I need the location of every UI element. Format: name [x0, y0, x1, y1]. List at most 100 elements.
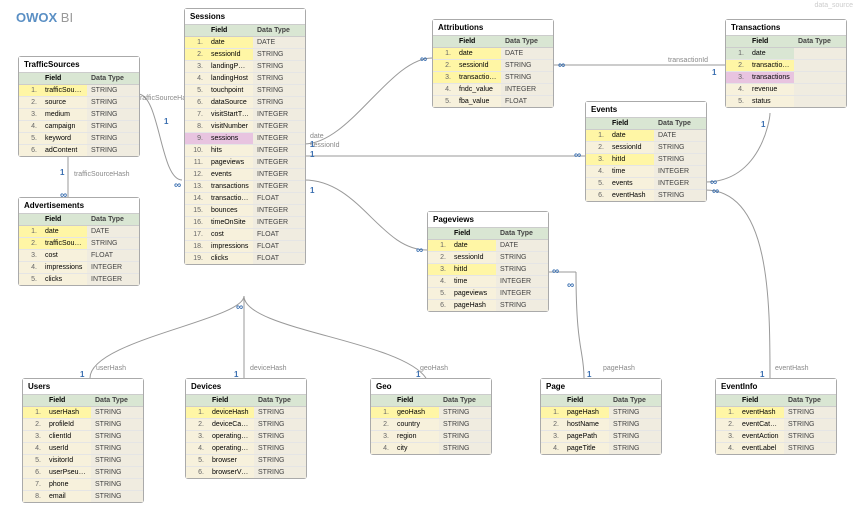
svg-text:userHash: userHash — [96, 365, 126, 372]
table-row: 5.clicksINTEGER — [19, 274, 139, 285]
cardinality-many: ∞ — [416, 245, 423, 256]
table-header: FieldData Type — [185, 25, 305, 37]
table-row: 5.keywordSTRING — [19, 133, 139, 145]
table-row: 2.hostNameSTRING — [541, 419, 661, 431]
table-row: 4.timeINTEGER — [586, 166, 706, 178]
table-row: 5.pageviewsINTEGER — [428, 288, 548, 300]
table-row: 6.dataSourceSTRING — [185, 97, 305, 109]
table-row: 2.countrySTRING — [371, 419, 491, 431]
cardinality-many: ∞ — [236, 302, 243, 313]
entity-page: PageFieldData Type1.pageHashSTRING2.host… — [540, 378, 662, 455]
cardinality-many: ∞ — [567, 280, 574, 291]
cardinality-one: 1 — [760, 370, 764, 379]
table-row: 7.phoneSTRING — [23, 479, 143, 491]
table-row: 3.transactions — [726, 72, 846, 84]
table-row: 8.visitNumberINTEGER — [185, 121, 305, 133]
table-row: 2.deviceCategorySTRING — [186, 419, 306, 431]
cardinality-one: 1 — [310, 140, 314, 149]
cardinality-one: 1 — [164, 117, 168, 126]
entity-eventinfo: EventInfoFieldData Type1.eventHashSTRING… — [715, 378, 837, 455]
svg-text:pageHash: pageHash — [603, 365, 635, 372]
table-row: 5.browserSTRING — [186, 455, 306, 467]
table-row: 12.eventsINTEGER — [185, 169, 305, 181]
table-header: FieldData Type — [726, 36, 846, 48]
table-header: FieldData Type — [428, 228, 548, 240]
svg-text:trafficSourceHash: trafficSourceHash — [74, 171, 130, 178]
entity-pageviews: PageviewsFieldData Type1.dateDATE2.sessi… — [427, 211, 549, 312]
entity-title: Events — [586, 102, 706, 118]
table-header: FieldData Type — [433, 36, 553, 48]
cardinality-one: 1 — [310, 186, 314, 195]
table-row: 5.fba_valueFLOAT — [433, 96, 553, 107]
entity-devices: DevicesFieldData Type1.deviceHashSTRING2… — [185, 378, 307, 479]
table-row: 3.mediumSTRING — [19, 109, 139, 121]
table-row: 4.userIdSTRING — [23, 443, 143, 455]
cardinality-one: 1 — [587, 370, 591, 379]
table-row: 17.costFLOAT — [185, 229, 305, 241]
table-header: FieldData Type — [541, 395, 661, 407]
table-row: 1.eventHashSTRING — [716, 407, 836, 419]
svg-text:transactionId: transactionId — [668, 57, 708, 64]
table-row: 1.userHashSTRING — [23, 407, 143, 419]
cardinality-one: 1 — [712, 68, 716, 77]
cardinality-many: ∞ — [712, 186, 719, 197]
table-row: 15.bouncesINTEGER — [185, 205, 305, 217]
entity-title: Attributions — [433, 20, 553, 36]
table-row: 3.pagePathSTRING — [541, 431, 661, 443]
table-row: 2.eventCategorySTRING — [716, 419, 836, 431]
table-row: 1.dateDATE — [185, 37, 305, 49]
table-header: FieldData Type — [23, 395, 143, 407]
table-row: 1.trafficSourceHashSTRING — [19, 85, 139, 97]
table-header: FieldData Type — [19, 214, 139, 226]
entity-title: Pageviews — [428, 212, 548, 228]
table-row: 1.deviceHashSTRING — [186, 407, 306, 419]
table-row: 2.profileIdSTRING — [23, 419, 143, 431]
table-row: 6.userPseudoIdSTRING — [23, 467, 143, 479]
entity-geo: GeoFieldData Type1.geoHashSTRING2.countr… — [370, 378, 492, 455]
cardinality-many: ∞ — [552, 266, 559, 277]
table-row: 1.dateDATE — [586, 130, 706, 142]
entity-title: Geo — [371, 379, 491, 395]
entity-title: TrafficSources — [19, 57, 139, 73]
table-header: FieldData Type — [371, 395, 491, 407]
table-row: 1.dateDATE — [428, 240, 548, 252]
table-row: 3.landingPageSTRING — [185, 61, 305, 73]
table-row: 1.dateDATE — [19, 226, 139, 238]
table-row: 2.sourceSTRING — [19, 97, 139, 109]
entity-title: Sessions — [185, 9, 305, 25]
table-row: 3.hitIdSTRING — [586, 154, 706, 166]
table-row: 4.campaignSTRING — [19, 121, 139, 133]
cardinality-many: ∞ — [558, 60, 565, 71]
table-row: 5.eventsINTEGER — [586, 178, 706, 190]
table-row: 11.pageviewsINTEGER — [185, 157, 305, 169]
table-row: 2.trafficSourceHashSTRING — [19, 238, 139, 250]
table-row: 2.sessionIdSTRING — [428, 252, 548, 264]
entity-sessions: SessionsFieldData Type1.dateDATE2.sessio… — [184, 8, 306, 265]
table-row: 4.fndc_valueINTEGER — [433, 84, 553, 96]
cardinality-many: ∞ — [420, 54, 427, 65]
table-row: 4.landingHostSTRING — [185, 73, 305, 85]
cardinality-one: 1 — [80, 370, 84, 379]
table-row: 2.transactionId — [726, 60, 846, 72]
table-row: 3.hitIdSTRING — [428, 264, 548, 276]
table-row: 6.browserVersionSTRING — [186, 467, 306, 478]
table-row: 3.regionSTRING — [371, 431, 491, 443]
svg-text:deviceHash: deviceHash — [250, 365, 287, 372]
table-row: 3.operatingSystemSTRING — [186, 431, 306, 443]
table-row: 18.impressionsFLOAT — [185, 241, 305, 253]
cardinality-many: ∞ — [60, 190, 67, 201]
entity-title: Advertisements — [19, 198, 139, 214]
table-row: 1.dateDATE — [433, 48, 553, 60]
table-row: 1.geoHashSTRING — [371, 407, 491, 419]
table-row: 6.eventHashSTRING — [586, 190, 706, 201]
entity-transactions: TransactionsFieldData Type1.date2.transa… — [725, 19, 847, 108]
table-row: 2.sessionIdSTRING — [185, 49, 305, 61]
table-row: 4.operatingSystemInfoSTRING — [186, 443, 306, 455]
svg-text:geoHash: geoHash — [420, 365, 448, 372]
entity-advertisements: AdvertisementsFieldData Type1.dateDATE2.… — [18, 197, 140, 286]
entity-title: Devices — [186, 379, 306, 395]
table-row: 13.transactionsINTEGER — [185, 181, 305, 193]
table-row: 2.sessionIdSTRING — [433, 60, 553, 72]
table-row: 5.status — [726, 96, 846, 107]
entity-title: Users — [23, 379, 143, 395]
